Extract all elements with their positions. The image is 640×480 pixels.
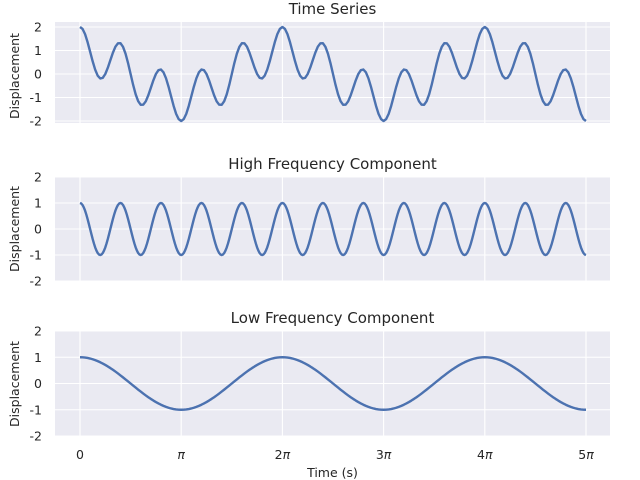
low-frequency-grid (55, 330, 610, 437)
ytick-label: -1 (30, 248, 42, 263)
time-series-line (79, 25, 587, 123)
xtick-label: 2π (275, 447, 291, 462)
low-frequency-ylabel: Displacement (7, 341, 22, 427)
low-frequency-panel: Low Frequency Component Displacement 2 1 0… (7, 309, 610, 480)
low-frequency-line (79, 356, 587, 411)
time-series-yticks: 2 1 0 -1 -2 (30, 20, 43, 129)
ytick-label: 0 (34, 376, 42, 391)
ytick-label: 0 (34, 67, 42, 82)
time-series-panel: Time Series Displacement 2 1 0 -1 -2 (7, 0, 610, 129)
ytick-label: 0 (34, 222, 42, 237)
ytick-label: 2 (34, 324, 42, 339)
xtick-label: π (177, 447, 185, 462)
high-frequency-line (79, 201, 587, 257)
high-frequency-title: High Frequency Component (228, 155, 437, 173)
ytick-label: -1 (30, 402, 42, 417)
ytick-label: 2 (34, 20, 42, 35)
ytick-label: 1 (34, 350, 42, 365)
high-frequency-ylabel: Displacement (7, 186, 22, 272)
ytick-label: -2 (30, 274, 42, 289)
ytick-label: 1 (34, 196, 42, 211)
high-frequency-yticks: 2 1 0 -1 -2 (30, 170, 43, 289)
low-frequency-yticks: 2 1 0 -1 -2 (30, 324, 43, 444)
ytick-label: -2 (30, 429, 42, 444)
ytick-label: -1 (30, 90, 42, 105)
ytick-label: 1 (34, 43, 42, 58)
low-frequency-title: Low Frequency Component (231, 309, 435, 327)
time-series-title: Time Series (288, 0, 377, 18)
ytick-label: 2 (34, 170, 42, 185)
time-series-ylabel: Displacement (7, 33, 22, 119)
xtick-label: 0 (76, 447, 84, 462)
high-frequency-panel: High Frequency Component Displacement 2 1… (7, 155, 610, 289)
xtick-label: 3π (376, 447, 392, 462)
time-series-grid (55, 22, 610, 123)
time-xlabel: Time (s) (306, 465, 358, 480)
ytick-label: -2 (30, 114, 42, 129)
xtick-label: 5π (578, 447, 594, 462)
time-xticks: 0 π 2π 3π 4π 5π (76, 447, 594, 462)
xtick-label: 4π (477, 447, 493, 462)
